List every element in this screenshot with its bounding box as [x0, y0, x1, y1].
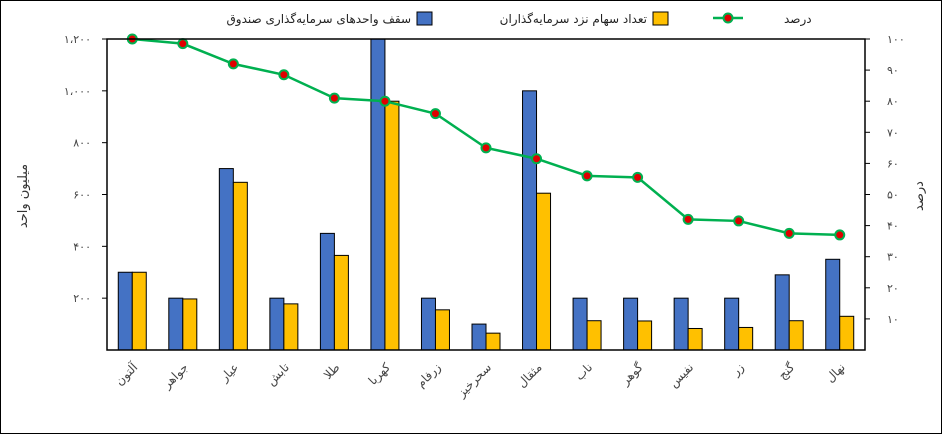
y-left-tick-label: ۱،۰۰۰ [64, 85, 91, 98]
percent-point [227, 58, 239, 70]
y-left-tick-label: ۴۰۰ [73, 240, 91, 253]
category-label: طلا [321, 360, 343, 382]
bar-capacity [471, 323, 487, 351]
category-label: زرفام [414, 360, 445, 391]
line-series-group [126, 33, 846, 241]
y-right-tick-label: ۶۰ [887, 157, 899, 170]
y-right-tick-label: ۱۰۰ [887, 33, 905, 46]
bar-capacity [673, 297, 689, 351]
category-label: کهربا [366, 360, 394, 388]
bar-held-shares [384, 100, 400, 351]
percent-point [682, 213, 694, 225]
y-axis-right-title: درصد [912, 181, 927, 211]
bar-capacity [623, 297, 639, 351]
bar-held-shares [283, 303, 299, 351]
bar-held-shares [536, 192, 552, 351]
bar-held-shares [485, 332, 501, 351]
percent-point [328, 92, 340, 104]
y-right-tick-label: ۸۰ [887, 95, 899, 108]
bar-held-shares [182, 298, 198, 351]
y-right-tick-label: ۹۰ [887, 64, 899, 77]
bar-capacity [774, 274, 790, 351]
legend-marker [722, 12, 734, 24]
bar-held-shares [788, 320, 804, 351]
bar-held-shares [586, 320, 602, 351]
y-right-tick-label: ۷۰ [887, 126, 899, 139]
percent-point [632, 171, 644, 183]
bar-held-shares [232, 181, 248, 351]
category-label: تابش [264, 360, 293, 389]
category-label: آلتون [112, 359, 142, 389]
bar-capacity [370, 38, 386, 351]
category-label: گوهر [618, 360, 647, 389]
category-label: جواهر [159, 360, 191, 392]
bar-capacity [269, 297, 285, 351]
y-left-tick-label: ۲۰۰ [73, 292, 91, 305]
category-label: عیار [217, 360, 243, 386]
legend-label: درصد [784, 12, 812, 27]
bar-held-shares [687, 327, 703, 351]
category-label: نفیس [666, 360, 697, 391]
percent-point [733, 215, 745, 227]
bar-held-shares [434, 309, 450, 351]
legend-swatch [652, 11, 669, 26]
category-label: گنج [775, 360, 797, 382]
bar-capacity [218, 168, 234, 351]
y-left-tick-label: ۸۰۰ [73, 137, 91, 150]
legend: سقف واحدهای سرمایه‌گذاری صندوق تعداد سهام… [227, 11, 812, 27]
percent-point [581, 170, 593, 182]
bar-held-shares [637, 320, 653, 351]
y-left-tick-label: ۱،۲۰۰ [64, 33, 91, 46]
bar-capacity [117, 271, 133, 351]
legend-label: تعداد سهام نزد سرمایه‌گذاران [500, 12, 647, 27]
y-left-tick-label: ۶۰۰ [73, 189, 91, 202]
bar-capacity [522, 90, 538, 351]
percent-point [480, 142, 492, 154]
bar-capacity [420, 297, 436, 351]
bar-capacity [825, 258, 841, 351]
percent-point [379, 95, 391, 107]
legend-label: سقف واحدهای سرمایه‌گذاری صندوق [227, 12, 412, 27]
bar-capacity [724, 297, 740, 351]
percent-point [177, 38, 189, 50]
bar-capacity [319, 232, 335, 351]
category-label: زر [728, 360, 748, 380]
y-right-tick-label: ۱۰ [887, 313, 899, 326]
axes-group: ۲۰۰ ۴۰۰ ۶۰۰ ۸۰۰ ۱،۰۰۰ ۱،۲۰۰ ۱۰ ۲۰ ۳۰ ۴۰ ۵۰ ۶۰ ۷۰ ۸۰ ۹۰… [64, 33, 905, 351]
percent-point [783, 227, 795, 239]
bar-series-group [117, 38, 855, 351]
category-label: سحرخیز [454, 360, 495, 401]
bar-held-shares [839, 315, 855, 351]
y-right-tick-label: ۲۰ [887, 282, 899, 295]
percent-point [834, 229, 846, 241]
category-label: ناب [572, 360, 595, 383]
bar-held-shares [131, 271, 147, 351]
percent-point [429, 108, 441, 120]
y-right-tick-label: ۳۰ [887, 251, 899, 264]
y-axis-left-title: میلیون واحد [16, 164, 31, 228]
y-right-tick-label: ۴۰ [887, 220, 899, 233]
percent-point [278, 69, 290, 81]
category-label: نهال [823, 360, 848, 385]
category-labels: آلتون جواهر عیار تابش طلا کهربا زرفام سحرخیز مثق… [112, 359, 848, 401]
bar-held-shares [738, 326, 754, 351]
legend-swatch [416, 11, 433, 26]
bar-held-shares [333, 254, 349, 351]
category-label: مثقال [515, 360, 545, 390]
y-right-tick-label: ۵۰ [887, 189, 899, 202]
bar-capacity [168, 297, 184, 351]
percent-point [531, 153, 543, 165]
bar-capacity [572, 297, 588, 351]
